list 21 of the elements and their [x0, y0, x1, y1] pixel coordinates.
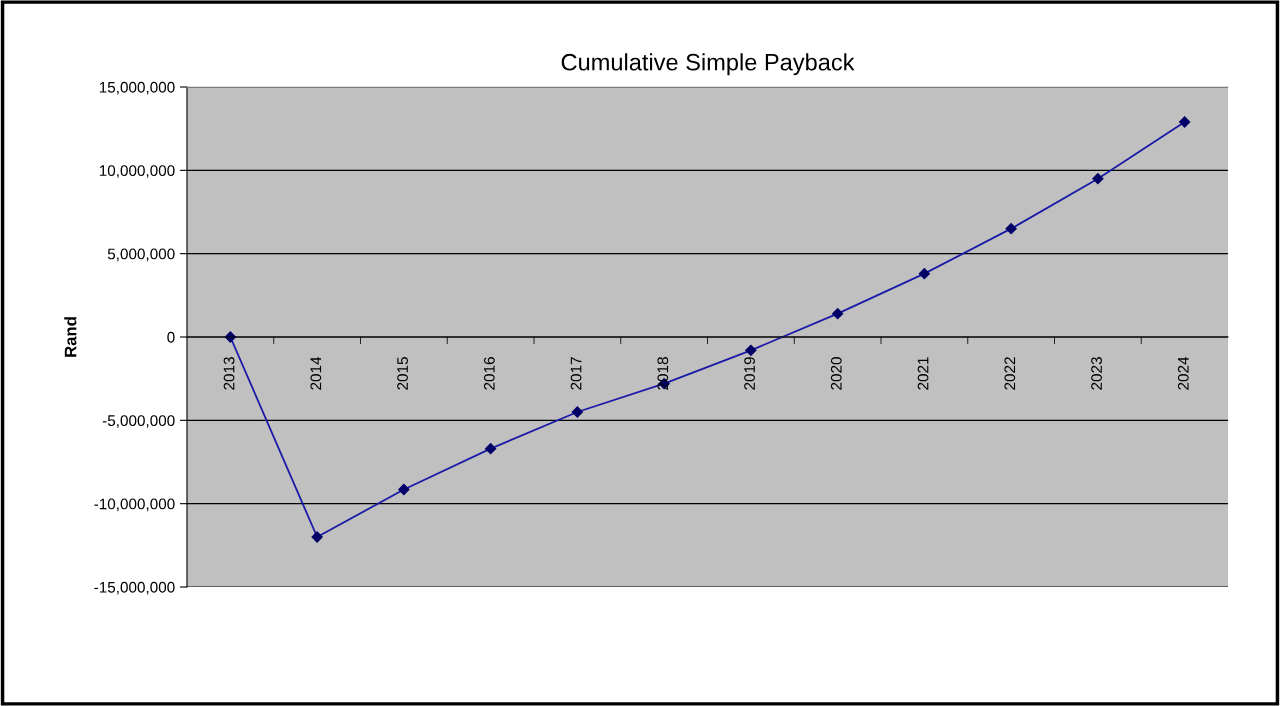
x-tick-label: 2018 [657, 357, 669, 390]
y-tick-label: 5,000,000 [107, 248, 175, 262]
x-tick-label: 2017 [570, 357, 582, 390]
x-tick-label: 2019 [744, 357, 755, 390]
y-tick-label: 15,000,000 [99, 81, 175, 95]
x-tick-label: 2014 [310, 356, 322, 390]
x-tick-label: 2021 [917, 357, 929, 390]
y-tick-label: -10,000,000 [94, 498, 175, 512]
y-axis-title: Rand [64, 317, 77, 357]
x-tick-label: 2024 [1177, 356, 1189, 390]
y-tick-label: 0 [167, 331, 175, 343]
x-tick-label: 2013 [223, 357, 235, 390]
x-tick-label: 2016 [483, 357, 495, 390]
x-tick-label: 2022 [1004, 357, 1016, 390]
y-tick-label: 10,000,000 [99, 165, 175, 178]
chart-title: Cumulative Simple Payback [561, 53, 855, 76]
x-tick-label: 2020 [830, 357, 842, 390]
y-tick-label: -5,000,000 [102, 415, 175, 428]
y-tick-label: -15,000,000 [94, 581, 175, 595]
x-tick-label: 2015 [397, 357, 408, 390]
x-tick-label: 2023 [1091, 357, 1102, 390]
